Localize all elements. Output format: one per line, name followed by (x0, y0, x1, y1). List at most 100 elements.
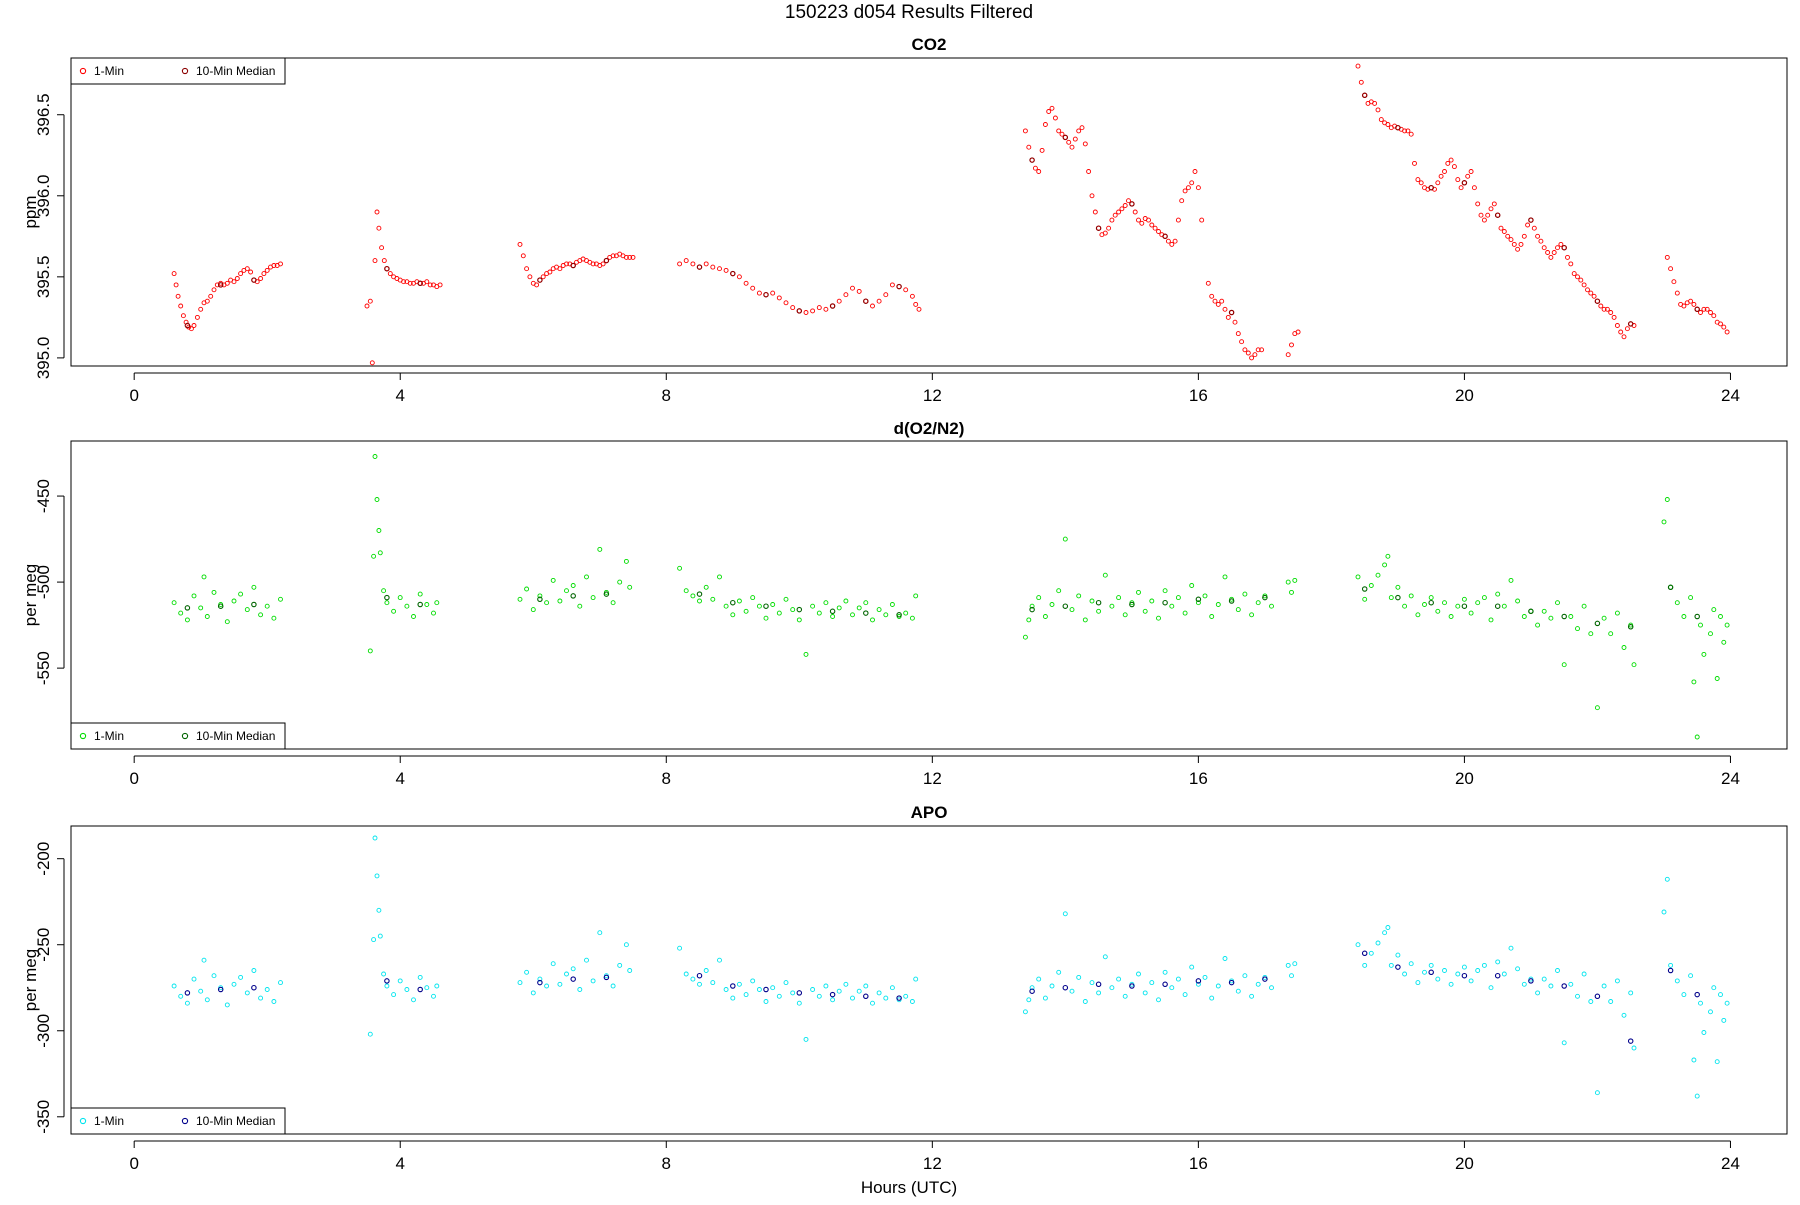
data-point (603, 257, 610, 264)
data-point (1608, 999, 1614, 1004)
data-point (1122, 203, 1128, 208)
data-point (1535, 622, 1541, 628)
data-point (696, 591, 703, 597)
data-point (1701, 306, 1707, 312)
data-point (1095, 599, 1102, 606)
data-point (244, 990, 250, 996)
data-point (184, 322, 191, 329)
data-point (251, 984, 257, 991)
data-point (603, 591, 610, 597)
data-point (1448, 614, 1454, 619)
data-point (1698, 1000, 1703, 1006)
data-point (1169, 985, 1175, 991)
panel-o2: d(O2/N2) per meg 0 4 8 12 16 20 24 -450 -500 -550 1-… (21, 419, 1788, 788)
data-point (1375, 572, 1381, 578)
data-point (1661, 909, 1667, 915)
data-point (427, 282, 433, 288)
data-point (417, 601, 423, 608)
legend-label: 10-Min Median (196, 1114, 275, 1128)
data-point (1069, 988, 1075, 994)
panel-apo: APO per meg 0 4 8 12 16 20 24 -200 -250 -300 -350 1-M… (21, 803, 1788, 1173)
data-point (434, 600, 440, 606)
data-point (1355, 574, 1361, 580)
legend-box (70, 722, 286, 750)
data-point (703, 584, 709, 590)
x-tick-label: 8 (662, 1154, 671, 1173)
data-point (1036, 976, 1042, 982)
data-point (367, 298, 373, 304)
data-point (1059, 131, 1065, 137)
data-point (251, 277, 257, 283)
data-point (217, 986, 224, 993)
plot-frame (70, 825, 1788, 1135)
data-point (1228, 979, 1235, 986)
data-point (1541, 245, 1547, 251)
data-point (770, 985, 776, 991)
data-point (1269, 985, 1274, 991)
data-point (723, 603, 729, 609)
data-point (810, 987, 816, 992)
data-point (1222, 574, 1228, 580)
data-point (1428, 962, 1434, 968)
data-point (763, 986, 769, 993)
data-point (424, 985, 430, 991)
data-point (770, 290, 776, 296)
data-point (540, 274, 546, 280)
data-point (1561, 244, 1567, 251)
data-point (870, 1000, 875, 1006)
data-point (1245, 350, 1251, 356)
data-point (1295, 329, 1301, 335)
data-point (603, 974, 610, 981)
data-point (1568, 261, 1574, 267)
data-point (231, 598, 237, 604)
data-point (1478, 212, 1484, 218)
data-point (184, 990, 191, 996)
data-point (750, 285, 756, 291)
data-point (1488, 617, 1494, 623)
data-point (244, 266, 250, 272)
data-point (1571, 271, 1577, 277)
data-point (1076, 974, 1082, 980)
data-point (803, 310, 809, 315)
data-point (377, 933, 383, 939)
data-point (790, 305, 796, 311)
data-point (547, 269, 553, 275)
data-point (1548, 615, 1554, 621)
data-point (278, 261, 283, 267)
legend-marker (181, 732, 189, 740)
data-point (1585, 287, 1590, 293)
data-point (564, 971, 569, 977)
data-point (1109, 217, 1115, 223)
data-point (175, 293, 181, 299)
data-point (184, 617, 190, 623)
data-point (829, 303, 836, 309)
data-point (584, 957, 589, 963)
data-point (1382, 562, 1388, 568)
data-point (1022, 128, 1028, 134)
data-point (1604, 306, 1610, 312)
data-point (1142, 990, 1148, 996)
data-point (520, 253, 526, 259)
data-point (384, 594, 390, 601)
data-point (1232, 319, 1238, 325)
data-point (1029, 985, 1035, 991)
series-1min (171, 454, 1730, 740)
x-tick-label: 12 (923, 769, 942, 788)
y-axis-label: per meg (21, 564, 40, 626)
data-point (251, 584, 257, 590)
data-point (803, 651, 809, 657)
data-point (1026, 617, 1032, 623)
data-point (1561, 613, 1567, 620)
data-point (1195, 978, 1202, 984)
data-point (570, 966, 576, 972)
data-point (1116, 209, 1122, 215)
data-point (796, 606, 803, 613)
data-point (683, 971, 689, 977)
data-point (1402, 128, 1408, 134)
data-point (1594, 620, 1601, 627)
data-point (1126, 198, 1131, 204)
data-point (1361, 92, 1368, 99)
data-point (417, 986, 423, 993)
y-tick-label: -200 (34, 842, 53, 876)
data-point (896, 612, 902, 618)
